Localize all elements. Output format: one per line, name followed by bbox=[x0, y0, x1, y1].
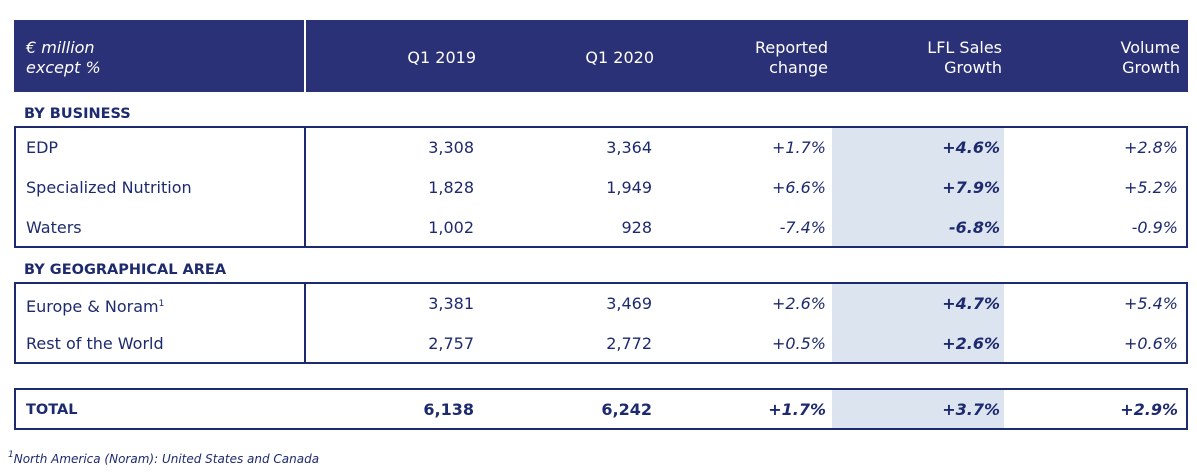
section-title-business: BY BUSINESS bbox=[24, 106, 131, 122]
cell-volume: -0.9% bbox=[1131, 218, 1178, 237]
header-q1-2020: Q1 2020 bbox=[585, 48, 654, 67]
header-volume-growth: Volume Growth bbox=[1120, 38, 1180, 78]
total-label: TOTAL bbox=[26, 402, 78, 418]
column-separator bbox=[304, 128, 306, 246]
cell-reported: +1.7% bbox=[771, 138, 826, 157]
header-reported-line1: Reported bbox=[754, 38, 828, 57]
footnote-marker: 1 bbox=[8, 450, 14, 460]
table-header: € million except % Q1 2019 Q1 2020 Repor… bbox=[14, 20, 1188, 92]
column-separator bbox=[304, 284, 306, 362]
footnote-marker: 1 bbox=[158, 299, 165, 309]
cell-q1-2019: 1,002 bbox=[428, 218, 474, 237]
table-row: Rest of the World 2,757 2,772 +0.5% +2.6… bbox=[16, 324, 1186, 364]
geo-table: Europe & Noram1 3,381 3,469 +2.6% +4.7% … bbox=[14, 282, 1188, 364]
total-row: TOTAL 6,138 6,242 +1.7% +3.7% +2.9% bbox=[16, 390, 1186, 430]
header-reported-change: Reported change bbox=[755, 38, 828, 78]
cell-volume: +0.6% bbox=[1123, 334, 1178, 353]
header-volume-line1: Volume bbox=[1120, 38, 1180, 57]
cell-q1-2020: 2,772 bbox=[606, 334, 652, 353]
header-separator bbox=[304, 20, 306, 92]
cell-volume: +5.4% bbox=[1123, 294, 1178, 313]
cell-reported: +1.7% bbox=[768, 400, 826, 419]
cell-q1-2019: 1,828 bbox=[428, 178, 474, 197]
row-label: Rest of the World bbox=[26, 334, 164, 353]
cell-lfl: -6.8% bbox=[948, 218, 1000, 237]
cell-q1-2019: 3,308 bbox=[428, 138, 474, 157]
cell-reported: +6.6% bbox=[771, 178, 826, 197]
cell-q1-2020: 3,364 bbox=[606, 138, 652, 157]
lfl-highlight bbox=[832, 390, 1004, 428]
footnote-text: North America (Noram): United States and… bbox=[13, 452, 320, 466]
cell-volume: +2.9% bbox=[1120, 400, 1178, 419]
section-title-geo: BY GEOGRAPHICAL AREA bbox=[24, 262, 227, 278]
cell-lfl: +3.7% bbox=[942, 400, 1000, 419]
row-label: Specialized Nutrition bbox=[26, 178, 192, 197]
header-lfl-line1: LFL Sales bbox=[927, 38, 1002, 57]
header-lfl-growth: LFL Sales Growth bbox=[927, 38, 1002, 78]
header-unit-line1: € million bbox=[26, 38, 95, 57]
table-row: Waters 1,002 928 -7.4% -6.8% -0.9% bbox=[16, 208, 1186, 248]
lfl-highlight bbox=[832, 128, 1004, 246]
footnote: 1North America (Noram): United States an… bbox=[8, 450, 319, 466]
business-table: EDP 3,308 3,364 +1.7% +4.6% +2.8% Specia… bbox=[14, 126, 1188, 248]
cell-q1-2019: 6,138 bbox=[423, 400, 474, 419]
header-reported-line2: change bbox=[769, 58, 828, 77]
cell-lfl: +7.9% bbox=[942, 178, 1000, 197]
cell-q1-2020: 1,949 bbox=[606, 178, 652, 197]
cell-q1-2020: 6,242 bbox=[601, 400, 652, 419]
cell-reported: -7.4% bbox=[779, 218, 826, 237]
header-q1-2019: Q1 2019 bbox=[407, 48, 476, 67]
cell-q1-2019: 2,757 bbox=[428, 334, 474, 353]
row-label: Europe & Noram1 bbox=[26, 284, 164, 324]
cell-lfl: +2.6% bbox=[942, 334, 1000, 353]
lfl-highlight bbox=[832, 284, 1004, 362]
cell-q1-2019: 3,381 bbox=[428, 294, 474, 313]
row-label: Waters bbox=[26, 218, 82, 237]
table-row: EDP 3,308 3,364 +1.7% +4.6% +2.8% bbox=[16, 128, 1186, 168]
total-table: TOTAL 6,138 6,242 +1.7% +3.7% +2.9% bbox=[14, 388, 1188, 430]
table-row: Specialized Nutrition 1,828 1,949 +6.6% … bbox=[16, 168, 1186, 208]
header-lfl-line2: Growth bbox=[944, 58, 1002, 77]
cell-volume: +5.2% bbox=[1123, 178, 1178, 197]
cell-lfl: +4.6% bbox=[942, 138, 1000, 157]
row-label-text: Europe & Noram bbox=[26, 297, 159, 316]
header-volume-line2: Growth bbox=[1122, 58, 1180, 77]
cell-volume: +2.8% bbox=[1123, 138, 1178, 157]
cell-q1-2020: 928 bbox=[621, 218, 652, 237]
table-row: Europe & Noram1 3,381 3,469 +2.6% +4.7% … bbox=[16, 284, 1186, 324]
row-label: EDP bbox=[26, 138, 59, 157]
header-unit-line2: except % bbox=[26, 58, 101, 77]
cell-q1-2020: 3,469 bbox=[606, 294, 652, 313]
cell-reported: +0.5% bbox=[771, 334, 826, 353]
cell-lfl: +4.7% bbox=[942, 294, 1000, 313]
header-unit: € million except % bbox=[26, 38, 101, 78]
cell-reported: +2.6% bbox=[771, 294, 826, 313]
